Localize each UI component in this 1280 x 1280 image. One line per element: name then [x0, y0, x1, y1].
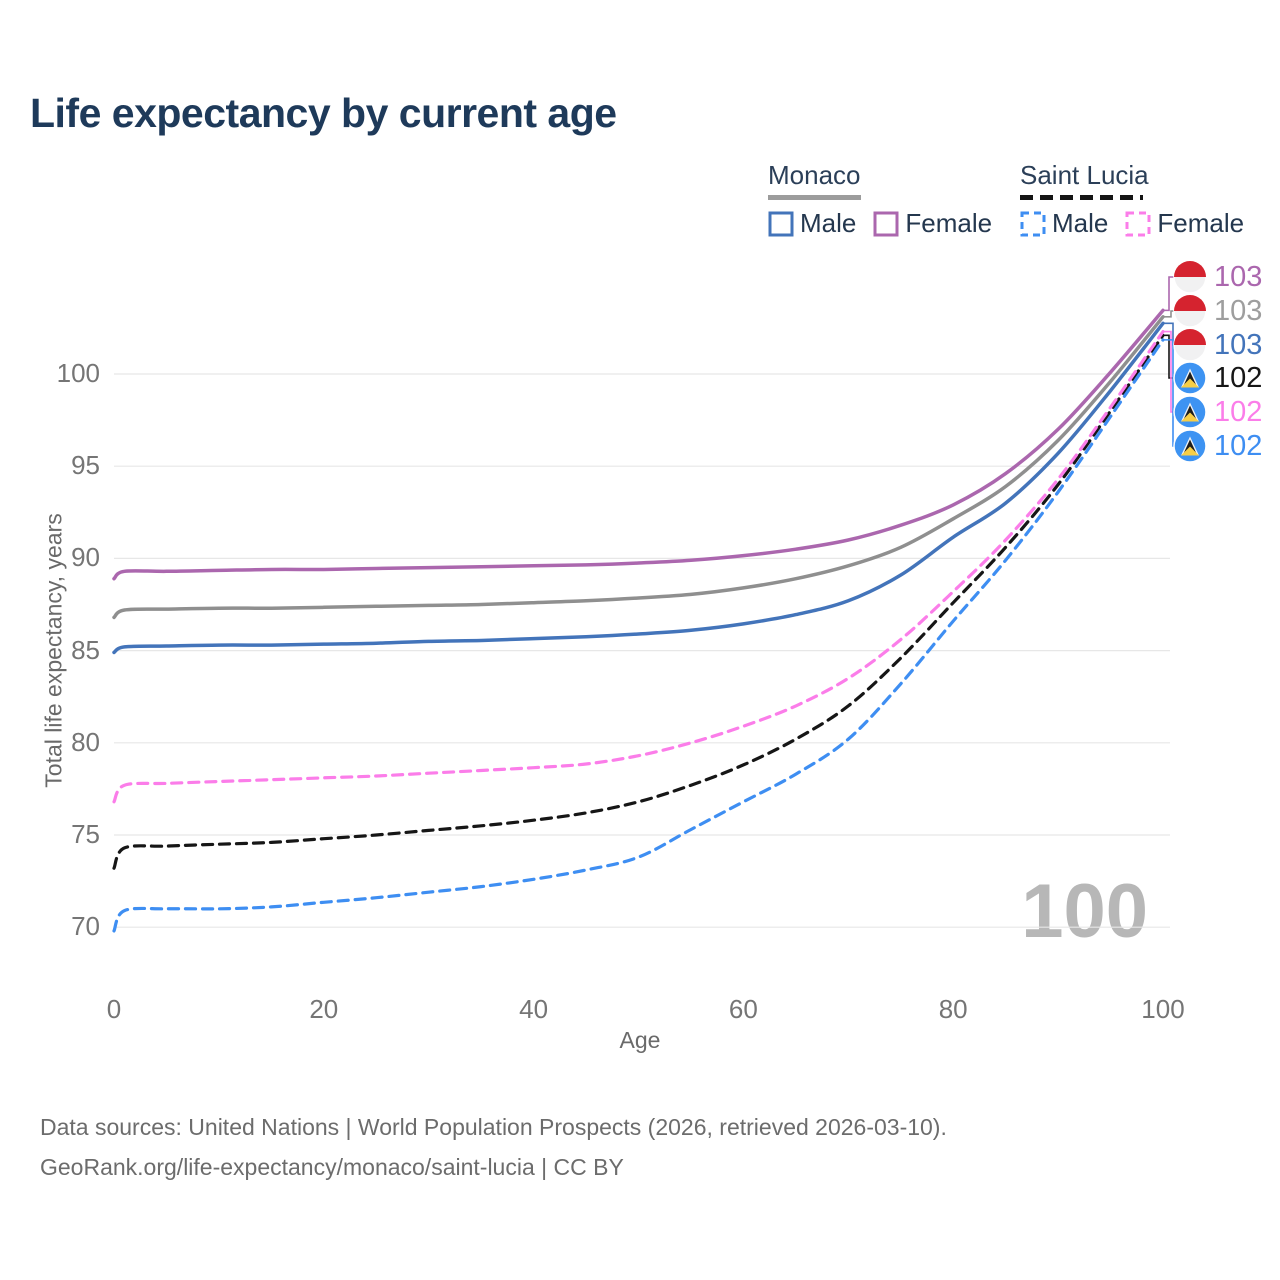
y-tick-label: 95 — [71, 450, 100, 481]
legend-item-label: Male — [1052, 208, 1109, 238]
y-tick-label: 100 — [56, 358, 100, 388]
legend-group-monaco: Monaco Male Female — [768, 160, 992, 239]
end-label-value: 102 — [1214, 395, 1263, 428]
x-tick-label: 20 — [309, 994, 339, 1024]
legend-item-monaco-female[interactable]: Female — [873, 208, 992, 239]
legend-item-saint-lucia-female[interactable]: Female — [1125, 208, 1244, 239]
end-label-value: 102 — [1214, 429, 1263, 462]
saint-lucia-flag-icon — [1173, 361, 1207, 395]
end-label-row-monaco-male: 103 — [1173, 328, 1262, 362]
legend-swatch-icon — [873, 211, 899, 236]
legend-item-label: Female — [905, 208, 993, 238]
legend-item-label: Male — [800, 208, 857, 238]
data-sources-text: Data sources: United Nations | World Pop… — [40, 1114, 947, 1140]
legend-heading-monaco: Monaco — [768, 160, 861, 190]
series-line-saint-lucia-female — [112, 330, 1165, 804]
x-axis-title: Age — [619, 1027, 661, 1053]
end-label-row-saint-lucia-female: 102 — [1173, 395, 1262, 429]
end-label-row-saint-lucia-total: 102 — [1173, 361, 1262, 395]
end-label-row-saint-lucia-male: 102 — [1173, 429, 1262, 463]
series-line-monaco-male — [112, 321, 1165, 655]
chart-title: Life expectancy by current age — [30, 90, 617, 136]
plot-area — [112, 276, 1177, 933]
monaco-flag-icon — [1173, 328, 1207, 362]
legend-underline-saint-lucia — [1020, 195, 1143, 200]
series-line-monaco-total — [112, 315, 1165, 620]
y-tick-label: 85 — [71, 634, 100, 665]
end-label-connector — [1164, 276, 1177, 312]
y-tick-label: 90 — [71, 542, 100, 573]
x-tick-label: 40 — [519, 994, 549, 1024]
legend-heading-saint-lucia: Saint Lucia — [1020, 160, 1149, 190]
x-tick-label: 60 — [728, 994, 758, 1024]
age-watermark: 100 — [1021, 869, 1148, 954]
legend-item-label: Female — [1157, 208, 1245, 238]
end-label-value: 103 — [1214, 294, 1263, 327]
source-url-text: GeoRank.org/life-expectancy/monaco/saint… — [40, 1154, 624, 1180]
x-tick-label: 0 — [106, 994, 122, 1024]
y-tick-label: 80 — [71, 726, 100, 757]
chart-footer: Data sources: United Nations | World Pop… — [40, 1107, 947, 1187]
legend-swatch-icon — [1125, 211, 1151, 236]
legend-item-monaco-male[interactable]: Male — [768, 208, 856, 239]
saint-lucia-flag-icon — [1173, 395, 1207, 429]
legend-item-saint-lucia-male[interactable]: Male — [1020, 208, 1108, 239]
end-label-row-monaco-female: 103 — [1173, 260, 1262, 294]
legend-swatch-icon — [1020, 211, 1046, 236]
end-label-value: 103 — [1214, 260, 1263, 293]
y-tick-label: 70 — [71, 911, 100, 942]
saint-lucia-flag-icon — [1173, 429, 1207, 463]
series-line-monaco-female — [112, 308, 1165, 581]
x-tick-label: 100 — [1141, 994, 1185, 1024]
legend-group-saint-lucia: Saint Lucia Male Female — [1020, 160, 1244, 239]
end-label-value: 103 — [1214, 328, 1263, 361]
x-tick-label: 80 — [938, 994, 968, 1024]
legend-underline-monaco — [768, 195, 861, 200]
series-line-saint-lucia-male — [112, 338, 1165, 933]
end-label-row-monaco-total: 103 — [1173, 294, 1262, 328]
monaco-flag-icon — [1173, 294, 1207, 328]
y-tick-label: 75 — [71, 819, 100, 849]
series-line-saint-lucia-total — [112, 333, 1165, 870]
end-label-value: 102 — [1214, 361, 1263, 394]
monaco-flag-icon — [1173, 260, 1207, 294]
legend-swatch-icon — [768, 211, 794, 236]
